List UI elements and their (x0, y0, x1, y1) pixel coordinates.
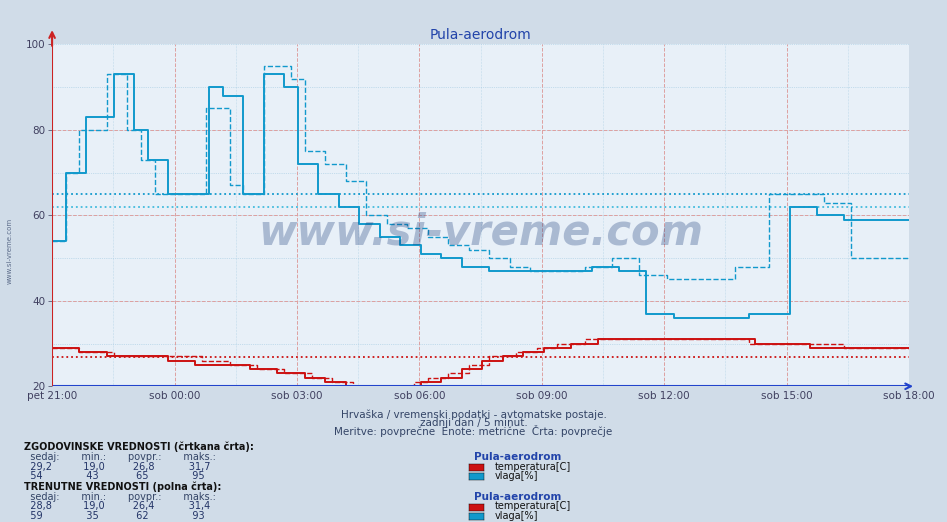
Text: vlaga[%]: vlaga[%] (494, 511, 538, 521)
Text: 28,8          19,0         26,4           31,4: 28,8 19,0 26,4 31,4 (24, 502, 210, 512)
Text: www.si-vreme.com: www.si-vreme.com (259, 211, 703, 253)
Text: www.si-vreme.com: www.si-vreme.com (7, 218, 12, 283)
Text: zadnji dan / 5 minut.: zadnji dan / 5 minut. (420, 419, 527, 429)
Text: 29,2          19,0         26,8           31,7: 29,2 19,0 26,8 31,7 (24, 462, 210, 472)
Text: Pula-aerodrom: Pula-aerodrom (474, 492, 561, 502)
Text: Meritve: povprečne  Enote: metrične  Črta: povprečje: Meritve: povprečne Enote: metrične Črta:… (334, 425, 613, 437)
Text: Hrvaška / vremenski podatki - avtomatske postaje.: Hrvaška / vremenski podatki - avtomatske… (341, 409, 606, 420)
Text: ZGODOVINSKE VREDNOSTI (črtkana črta):: ZGODOVINSKE VREDNOSTI (črtkana črta): (24, 442, 254, 452)
Text: temperatura[C]: temperatura[C] (494, 502, 571, 512)
Text: sedaj:       min.:       povpr.:       maks.:: sedaj: min.: povpr.: maks.: (24, 492, 216, 502)
Text: temperatura[C]: temperatura[C] (494, 462, 571, 472)
Text: 59              35            62              93: 59 35 62 93 (24, 511, 205, 521)
Text: sedaj:       min.:       povpr.:       maks.:: sedaj: min.: povpr.: maks.: (24, 453, 216, 462)
Text: 54              43            65              95: 54 43 65 95 (24, 471, 205, 481)
Text: Pula-aerodrom: Pula-aerodrom (474, 453, 561, 462)
Title: Pula-aerodrom: Pula-aerodrom (430, 28, 531, 42)
Text: TRENUTNE VREDNOSTI (polna črta):: TRENUTNE VREDNOSTI (polna črta): (24, 481, 221, 492)
Text: vlaga[%]: vlaga[%] (494, 471, 538, 481)
